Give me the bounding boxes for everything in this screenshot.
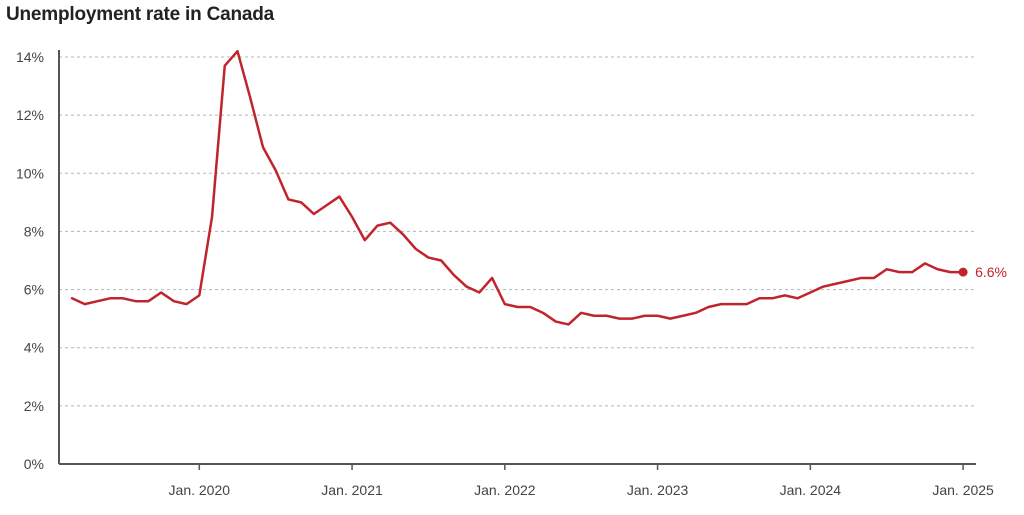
last-value-marker [958, 267, 968, 277]
x-axis-ticks: Jan. 2020 Jan. 2021 Jan. 2022 Jan. 2023 Jan.… [169, 464, 994, 498]
y-tick-label: 0% [24, 456, 44, 472]
y-tick-label: 6% [24, 282, 44, 298]
gridlines [59, 56, 976, 407]
y-tick-label: 10% [16, 165, 44, 181]
last-value-label: 6.6% [975, 264, 1007, 280]
y-axis-tick-labels: 0% 2% 4% 6% 8% 10% 12% 14% [16, 49, 44, 472]
y-tick-label: 2% [24, 398, 44, 414]
x-tick-label: Jan. 2021 [321, 482, 383, 498]
chart-title: Unemployment rate in Canada [6, 4, 275, 25]
x-tick-label: Jan. 2022 [474, 482, 536, 498]
y-tick-label: 4% [24, 340, 44, 356]
y-tick-label: 14% [16, 49, 44, 65]
x-tick-label: Jan. 2024 [780, 482, 842, 498]
x-tick-label: Jan. 2020 [169, 482, 231, 498]
y-tick-label: 12% [16, 107, 44, 123]
x-tick-label: Jan. 2025 [932, 482, 994, 498]
series-line-unemployment-rate [70, 49, 965, 326]
x-tick-label: Jan. 2023 [627, 482, 689, 498]
y-tick-label: 8% [24, 223, 44, 239]
